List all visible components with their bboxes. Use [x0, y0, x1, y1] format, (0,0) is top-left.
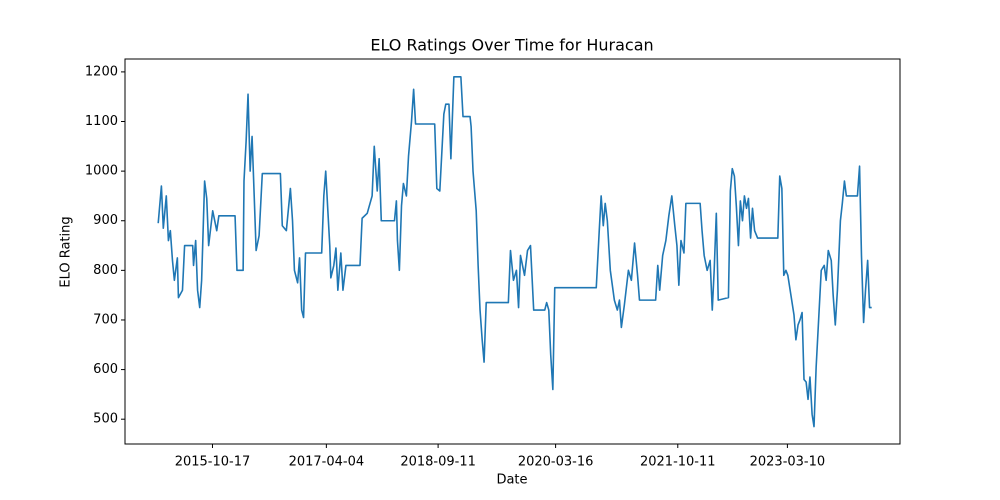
y-tick-label: 1100 [85, 114, 118, 129]
x-tick-label: 2020-03-16 [518, 455, 594, 470]
chart-title: ELO Ratings Over Time for Huracan [370, 36, 653, 55]
y-tick-label: 600 [93, 362, 118, 377]
plot-frame [124, 58, 901, 445]
data-line [157, 76, 872, 428]
y-tick-label: 500 [93, 412, 118, 427]
x-axis-label: Date [496, 473, 527, 488]
x-tick-label: 2021-10-11 [640, 455, 716, 470]
x-tick-label: 2018-09-11 [400, 455, 476, 470]
y-tick-label: 800 [93, 263, 118, 278]
y-tick-label: 1000 [85, 164, 118, 179]
x-tick-label: 2023-03-10 [750, 455, 826, 470]
x-tick-label: 2017-04-04 [289, 455, 365, 470]
y-tick-label: 1200 [85, 64, 118, 79]
y-axis-label: ELO Rating [59, 216, 74, 287]
y-tick-label: 700 [93, 312, 118, 327]
y-tick-label: 900 [93, 213, 118, 228]
x-tick-label: 2015-10-17 [175, 455, 251, 470]
